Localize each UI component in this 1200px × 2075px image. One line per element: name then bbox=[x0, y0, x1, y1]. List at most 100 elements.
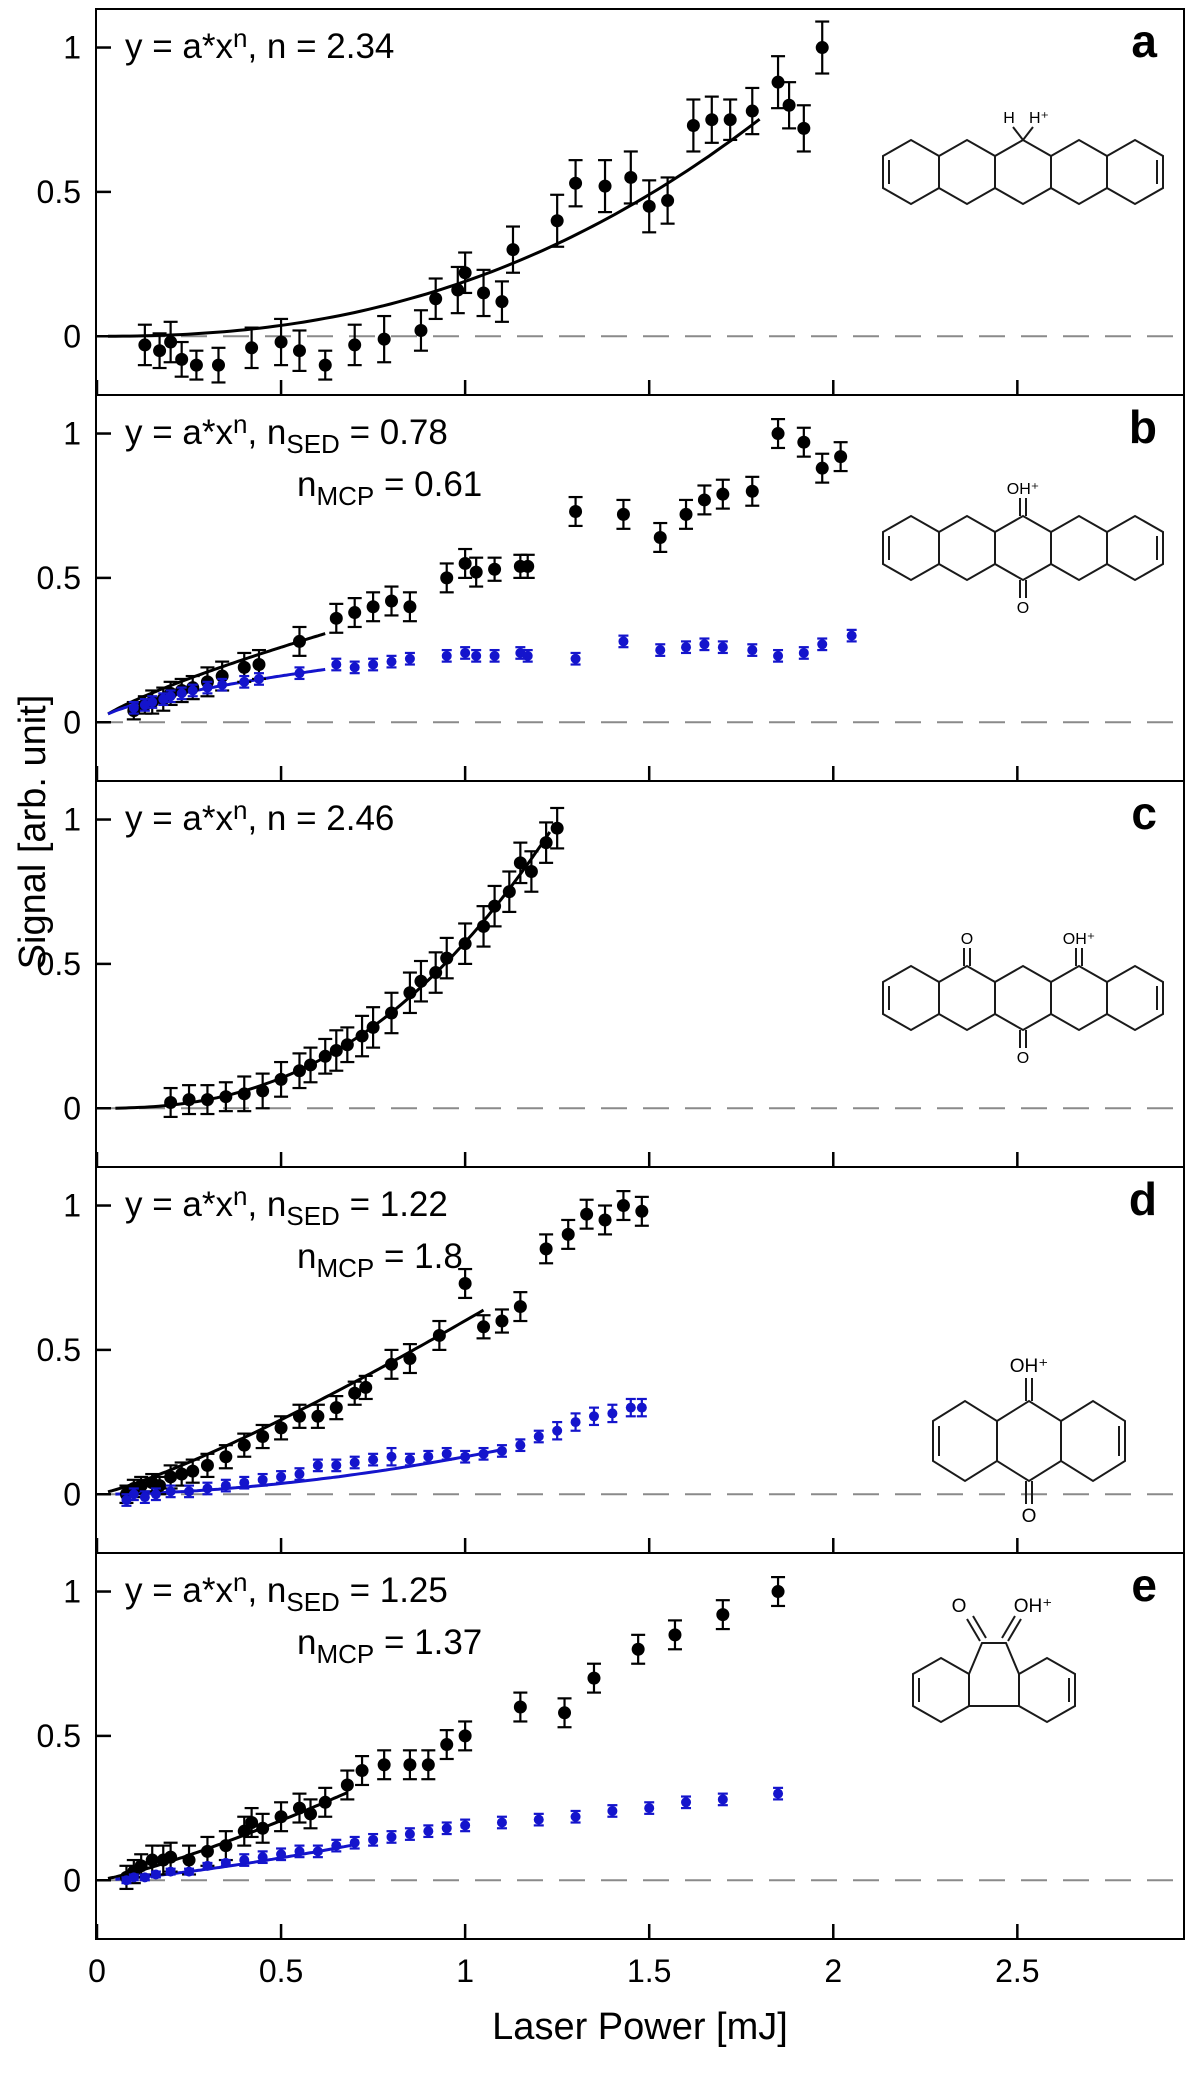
data-point bbox=[834, 450, 848, 464]
data-point bbox=[220, 1857, 231, 1868]
data-point bbox=[292, 1801, 306, 1815]
data-point bbox=[496, 1445, 507, 1456]
data-point bbox=[182, 1093, 196, 1107]
data-point bbox=[635, 1204, 649, 1218]
molecule-oh-plus-label: OH⁺ bbox=[1063, 932, 1095, 948]
data-point bbox=[441, 1448, 452, 1459]
molecule-o-label: O bbox=[961, 932, 973, 948]
y-tick-label: 0 bbox=[63, 704, 81, 740]
data-point bbox=[200, 1093, 214, 1107]
data-point bbox=[460, 647, 471, 658]
x-tick-label: 2 bbox=[824, 1953, 842, 1989]
fit-annotation-c: y = a*xn, n = 2.46 bbox=[125, 794, 394, 842]
y-tick-label: 0 bbox=[63, 318, 81, 354]
data-point bbox=[253, 673, 264, 684]
data-point bbox=[716, 487, 730, 501]
data-point bbox=[340, 1038, 354, 1052]
data-point bbox=[815, 41, 829, 55]
data-point bbox=[211, 358, 225, 372]
data-point bbox=[128, 702, 139, 713]
data-point bbox=[368, 1454, 379, 1465]
data-point bbox=[329, 1401, 343, 1415]
data-point bbox=[318, 1049, 332, 1063]
data-point bbox=[644, 1803, 655, 1814]
data-point bbox=[150, 1489, 161, 1500]
data-point bbox=[256, 1430, 270, 1444]
data-point bbox=[458, 1729, 472, 1743]
data-point bbox=[348, 1386, 362, 1400]
data-point bbox=[377, 332, 391, 346]
data-point bbox=[661, 194, 675, 208]
data-point bbox=[349, 1837, 360, 1848]
data-point bbox=[607, 1408, 618, 1419]
data-point bbox=[186, 1464, 200, 1478]
fit-annotation-d: y = a*xn, nSED = 1.22 nMCP = 1.8 bbox=[125, 1180, 463, 1286]
y-tick-label: 0 bbox=[63, 1862, 81, 1898]
data-point bbox=[257, 1474, 268, 1485]
data-point bbox=[304, 1058, 318, 1072]
data-point bbox=[477, 286, 491, 300]
fit-annotation-b: y = a*xn, nSED = 0.78 nMCP = 0.61 bbox=[125, 408, 482, 514]
panel-b: y = a*xn, nSED = 0.78 nMCP = 0.61 b OH⁺ O… bbox=[37, 394, 1185, 782]
data-point bbox=[496, 1817, 507, 1828]
data-point bbox=[495, 295, 509, 309]
molecule-protonated-phenanthrenequinone: O OH⁺ bbox=[912, 1596, 1076, 1724]
data-point bbox=[488, 562, 502, 576]
fit-equation-line: nMCP = 1.8 bbox=[297, 1236, 463, 1283]
data-point bbox=[145, 1853, 159, 1867]
data-point bbox=[771, 1585, 785, 1599]
plot-e: 0 0.5 1 1.5 2 2.5 0 0.5 1 bbox=[37, 1574, 1183, 1989]
data-point bbox=[513, 1300, 527, 1314]
data-point bbox=[524, 865, 538, 879]
data-point bbox=[539, 836, 553, 850]
data-point bbox=[294, 668, 305, 679]
fit-equation-line: nMCP = 0.61 bbox=[297, 464, 483, 511]
data-point bbox=[477, 1320, 491, 1334]
data-point bbox=[797, 121, 811, 135]
data-point bbox=[441, 650, 452, 661]
data-point bbox=[237, 1824, 251, 1838]
data-point bbox=[570, 1811, 581, 1822]
data-point bbox=[773, 1788, 784, 1799]
data-point bbox=[202, 1860, 213, 1871]
data-point bbox=[429, 966, 443, 980]
data-point bbox=[366, 600, 380, 614]
data-point bbox=[147, 697, 158, 708]
data-point bbox=[414, 974, 428, 988]
data-point bbox=[403, 1758, 417, 1772]
data-point bbox=[771, 427, 785, 441]
data-point bbox=[245, 1816, 259, 1830]
data-point bbox=[164, 1470, 178, 1484]
data-point bbox=[182, 1853, 196, 1867]
data-point bbox=[276, 1849, 287, 1860]
data-point bbox=[128, 1489, 139, 1500]
data-point bbox=[219, 1090, 233, 1104]
data-point bbox=[782, 98, 796, 112]
data-point bbox=[331, 659, 342, 670]
data-point bbox=[331, 1460, 342, 1471]
fit-equation-line: y = a*xn, nSED = 1.22 bbox=[125, 1181, 448, 1231]
data-point bbox=[440, 951, 454, 965]
molecule-h-label: H bbox=[1003, 110, 1015, 127]
data-point bbox=[539, 1242, 553, 1256]
data-point bbox=[506, 243, 520, 257]
data-point bbox=[817, 639, 828, 650]
data-point bbox=[570, 1417, 581, 1428]
data-point bbox=[329, 611, 343, 625]
data-point bbox=[348, 606, 362, 620]
data-point bbox=[220, 1480, 231, 1491]
data-point bbox=[441, 1823, 452, 1834]
data-point bbox=[451, 283, 465, 297]
data-point bbox=[458, 1276, 472, 1290]
data-point bbox=[403, 1352, 417, 1366]
fit-equation-line: y = a*xn, nSED = 1.25 bbox=[125, 1567, 448, 1617]
data-point bbox=[552, 1425, 563, 1436]
plot-a: 00.51 bbox=[37, 20, 1183, 394]
data-point bbox=[128, 1872, 139, 1883]
data-point bbox=[550, 821, 564, 835]
molecule-protonated-pentacene: H H⁺ bbox=[882, 110, 1164, 206]
data-point bbox=[488, 899, 502, 913]
data-point bbox=[348, 338, 362, 352]
data-point bbox=[588, 1411, 599, 1422]
data-point bbox=[747, 645, 758, 656]
